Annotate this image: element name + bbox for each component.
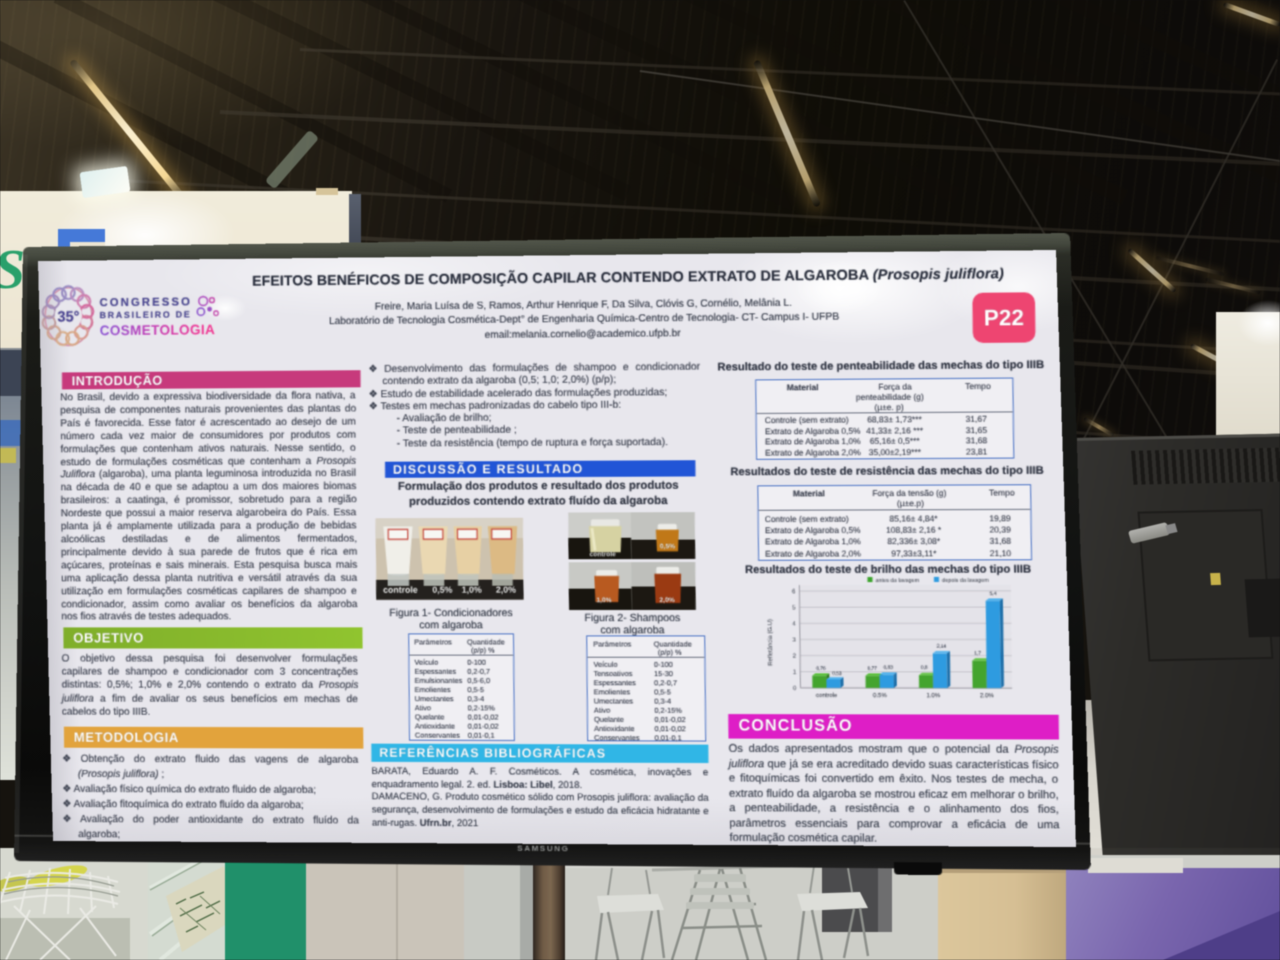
svg-text:controle: controle (383, 585, 418, 595)
svg-text:1.0%: 1.0% (926, 693, 940, 699)
svg-text:0.5%: 0.5% (873, 693, 887, 699)
svg-text:0: 0 (793, 686, 796, 692)
svg-text:0,53: 0,53 (832, 671, 842, 676)
svg-text:5: 5 (792, 605, 795, 611)
svg-text:0,77: 0,77 (867, 666, 877, 671)
svg-text:0,8: 0,8 (921, 665, 928, 670)
svg-text:controle: controle (589, 551, 616, 558)
svg-text:2,0%: 2,0% (496, 584, 516, 594)
svg-text:6: 6 (792, 589, 795, 595)
svg-text:0,83: 0,83 (884, 665, 894, 670)
svg-text:4: 4 (792, 621, 796, 627)
svg-text:1,7: 1,7 (974, 651, 981, 656)
svg-text:0,76: 0,76 (816, 666, 826, 671)
svg-text:0,5%: 0,5% (432, 584, 452, 594)
svg-text:depois da lavagem: depois da lavagem (942, 578, 989, 584)
svg-text:1,0%: 1,0% (596, 597, 611, 604)
svg-text:2,0%: 2,0% (659, 597, 674, 604)
svg-text:2,14: 2,14 (937, 643, 947, 648)
svg-text:1,0%: 1,0% (462, 584, 482, 594)
svg-text:antes da lavagem: antes da lavagem (876, 578, 920, 584)
svg-text:0,5%: 0,5% (660, 543, 675, 550)
svg-text:2.0%: 2.0% (980, 693, 994, 699)
svg-text:1: 1 (793, 670, 796, 676)
svg-text:35°: 35° (57, 309, 79, 325)
svg-text:5,4: 5,4 (990, 591, 997, 596)
svg-text:controle: controle (816, 693, 837, 699)
svg-text:2: 2 (793, 653, 796, 659)
svg-text:Refletância (G.U): Refletância (G.U) (768, 619, 775, 666)
svg-text:3: 3 (793, 637, 796, 643)
